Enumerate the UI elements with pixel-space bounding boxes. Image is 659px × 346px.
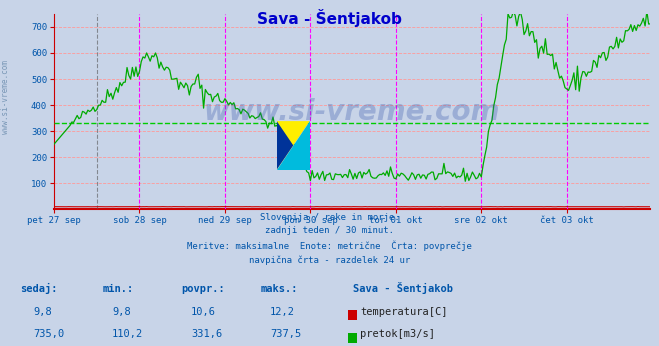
Text: 331,6: 331,6 bbox=[191, 329, 222, 339]
Text: povpr.:: povpr.: bbox=[181, 284, 225, 294]
Text: pretok[m3/s]: pretok[m3/s] bbox=[360, 329, 436, 339]
Text: sedaj:: sedaj: bbox=[20, 283, 57, 294]
Text: 110,2: 110,2 bbox=[112, 329, 143, 339]
Text: Slovenija / reke in morje.
zadnji teden / 30 minut.
Meritve: maksimalne  Enote: : Slovenija / reke in morje. zadnji teden … bbox=[187, 213, 472, 265]
Text: www.si-vreme.com: www.si-vreme.com bbox=[204, 98, 500, 126]
Polygon shape bbox=[277, 121, 310, 170]
Text: 10,6: 10,6 bbox=[191, 307, 216, 317]
Text: 9,8: 9,8 bbox=[112, 307, 130, 317]
Polygon shape bbox=[277, 121, 310, 170]
Text: Sava - Šentjakob: Sava - Šentjakob bbox=[257, 9, 402, 27]
Text: www.si-vreme.com: www.si-vreme.com bbox=[1, 60, 10, 134]
Text: 12,2: 12,2 bbox=[270, 307, 295, 317]
Text: 9,8: 9,8 bbox=[33, 307, 51, 317]
Text: temperatura[C]: temperatura[C] bbox=[360, 307, 448, 317]
Text: maks.:: maks.: bbox=[260, 284, 298, 294]
Text: Sava - Šentjakob: Sava - Šentjakob bbox=[353, 282, 453, 294]
Text: min.:: min.: bbox=[102, 284, 133, 294]
Polygon shape bbox=[277, 121, 293, 170]
Text: 735,0: 735,0 bbox=[33, 329, 64, 339]
Text: 737,5: 737,5 bbox=[270, 329, 301, 339]
